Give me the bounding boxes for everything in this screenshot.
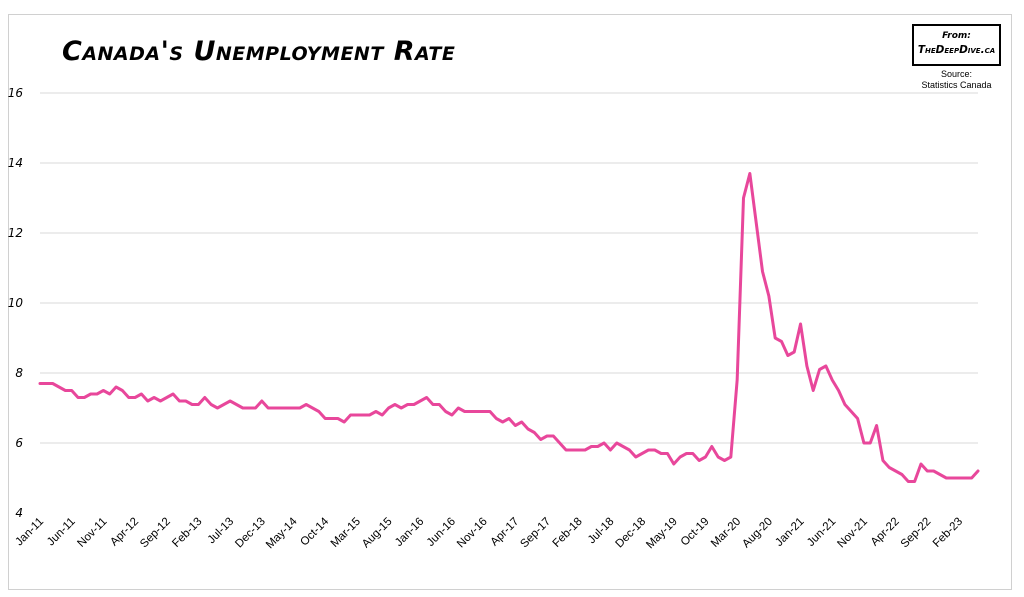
badge-site-label: TheDeepDive.ca: [917, 44, 996, 56]
source-label: Source:: [940, 69, 973, 79]
x-tick-label: Sep-17: [518, 516, 553, 551]
x-tick-label: Jun-11: [45, 516, 78, 549]
x-tick-label: Dec-18: [614, 516, 649, 551]
x-tick-label: Jul-13: [206, 516, 237, 547]
source-badge: From: TheDeepDive.ca: [912, 24, 1001, 66]
x-tick-label: Jan-11: [13, 516, 46, 549]
x-tick-label: Mar-15: [329, 516, 363, 550]
x-tick-label: Apr-17: [489, 516, 522, 549]
x-tick-label: Feb-18: [551, 516, 585, 550]
x-tick-label: Apr-22: [869, 516, 902, 549]
source-note: Source: Statistics Canada: [900, 69, 1013, 91]
x-tick-label: Nov-11: [75, 516, 109, 550]
x-tick-label: Sep-12: [138, 516, 173, 551]
x-tick-label: Aug-20: [740, 516, 775, 551]
x-tick-label: May-19: [644, 516, 680, 552]
gridlines: [40, 92, 978, 444]
chart-frame: [8, 14, 1012, 590]
y-tick-label: 10: [8, 296, 24, 310]
series-line-unemployment-rate: [38, 172, 980, 483]
x-tick-label: Jan-21: [773, 516, 806, 549]
x-tick-label: Nov-21: [835, 516, 870, 551]
series-group: [38, 172, 980, 483]
badge-from-label: From:: [942, 31, 971, 41]
x-tick-label: Jun-21: [805, 516, 838, 549]
y-tick-label: 16: [8, 86, 24, 100]
x-tick-label: May-14: [264, 515, 300, 551]
x-tick-label: Jul-18: [586, 516, 617, 547]
y-axis-ticks: 4 6 8 10 12 14 16: [8, 86, 24, 520]
x-tick-label: Dec-13: [233, 516, 268, 551]
x-tick-label: Jun-16: [425, 516, 458, 549]
x-tick-label: Jan-16: [393, 516, 426, 549]
x-tick-label: Oct-14: [298, 515, 331, 548]
x-tick-label: Mar-20: [709, 516, 743, 550]
y-tick-label: 14: [8, 156, 23, 170]
x-tick-label: Feb-13: [170, 516, 204, 550]
y-tick-label: 4: [15, 506, 23, 520]
y-tick-label: 12: [8, 226, 23, 240]
x-tick-label: Nov-16: [455, 516, 490, 551]
x-tick-label: Oct-19: [679, 516, 712, 549]
x-tick-label: Aug-15: [360, 516, 395, 551]
x-tick-label: Sep-22: [899, 516, 934, 551]
y-tick-label: 8: [15, 366, 23, 380]
chart-title: Canada's Unemployment Rate: [62, 36, 456, 67]
y-tick-label: 6: [15, 436, 23, 450]
x-tick-label: Feb-23: [931, 516, 965, 550]
x-tick-label: Apr-12: [108, 516, 141, 549]
source-name: Statistics Canada: [921, 80, 992, 90]
